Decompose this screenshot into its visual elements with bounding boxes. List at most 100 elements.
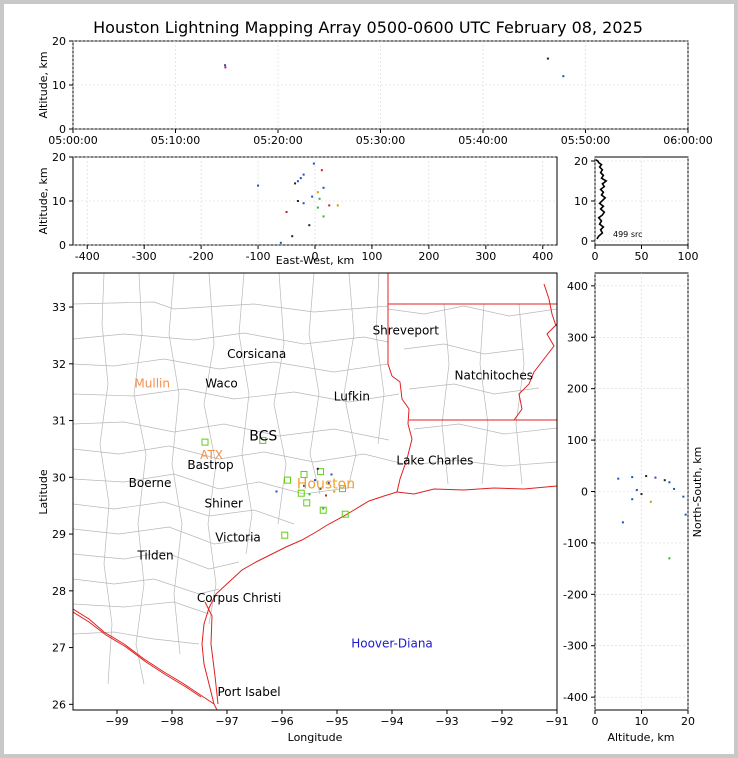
x-tick-label: −91: [545, 715, 568, 728]
source-point: [330, 473, 333, 476]
place-label: Hoover-Diana: [351, 637, 433, 651]
source-point: [621, 521, 624, 524]
x-tick-label: −93: [435, 715, 458, 728]
lma-stations: [201, 436, 349, 539]
source-point: [316, 191, 319, 194]
source-point: [291, 235, 294, 238]
map-place-labels: Corsicana Shreveport Mullin Waco Natchitoche…: [129, 323, 533, 699]
source-point: [327, 481, 330, 484]
source-point: [224, 64, 227, 67]
altitude-histogram-panel: 0 50 100 0 10 20: [574, 155, 699, 263]
source-point: [303, 484, 305, 487]
y-tick-label: 400: [567, 280, 588, 293]
source-point: [336, 204, 339, 207]
place-label: Shiner: [204, 496, 243, 510]
x-tick-label: 05:50:00: [561, 134, 610, 147]
plan-view-map-panel: Corsicana Shreveport Mullin Waco Natchitoche…: [52, 272, 569, 728]
source-point: [302, 202, 305, 205]
station-marker: [339, 485, 346, 493]
x-tick-label: 06:00:00: [663, 134, 712, 147]
station-marker: [259, 436, 267, 444]
x-tick-label: 50: [635, 250, 649, 263]
y-tick-label: 28: [52, 585, 66, 598]
source-point: [631, 476, 634, 479]
source-point: [299, 177, 302, 180]
x-tick-label: −96: [270, 715, 293, 728]
y-tick-label: 0: [59, 123, 66, 136]
place-label: Tilden: [136, 549, 173, 563]
chart-title: Houston Lightning Mapping Array 0500-060…: [93, 18, 643, 37]
place-label: Victoria: [215, 530, 261, 544]
source-point: [318, 197, 321, 200]
y-tick-label: 31: [52, 415, 66, 428]
source-point: [682, 495, 685, 498]
station-marker: [297, 489, 305, 497]
source-point: [308, 224, 311, 227]
source-point: [316, 467, 319, 470]
source-point: [294, 182, 297, 185]
source-point: [325, 494, 327, 497]
place-label: Corpus Christi: [197, 591, 282, 605]
x-tick-label: −98: [160, 715, 183, 728]
source-point: [333, 490, 336, 493]
place-label: Bastrop: [187, 458, 233, 472]
eastwest-xlabel: East-West, km: [276, 254, 354, 267]
y-tick-label: 10: [574, 195, 588, 208]
x-tick-label: 400: [532, 250, 553, 263]
x-tick-label: 300: [475, 250, 496, 263]
source-point: [279, 241, 282, 244]
x-tick-label: −92: [490, 715, 513, 728]
station-marker: [303, 499, 311, 507]
source-point: [285, 211, 288, 213]
y-tick-label: 10: [52, 79, 66, 92]
y-tick-label: 10: [52, 195, 66, 208]
altitude-eastwest-panel: -400 -300 -200 -100 0 100 200 300 400 0 10 20: [52, 151, 558, 263]
source-point: [320, 169, 323, 172]
northsouth-altitude-panel: 0 10 20 -400 -300 -200 -100 0 100 200 300 400: [563, 272, 695, 728]
place-label: Lufkin: [334, 390, 370, 404]
y-tick-label: -300: [563, 640, 588, 653]
y-tick-label: -100: [563, 537, 588, 550]
x-tick-label: 05:40:00: [458, 134, 507, 147]
source-point: [546, 57, 549, 60]
y-tick-label: -200: [563, 588, 588, 601]
x-tick-label: −94: [380, 715, 403, 728]
y-tick-label: 29: [52, 528, 66, 541]
source-point: [296, 200, 299, 202]
x-tick-label: 05:10:00: [151, 134, 200, 147]
x-tick-label: 100: [678, 250, 699, 263]
x-tick-label: -300: [132, 250, 157, 263]
source-point: [654, 476, 657, 479]
place-label: BCS: [249, 428, 277, 444]
source-point: [673, 487, 676, 490]
map-boundaries: Corsicana Shreveport Mullin Waco Natchitoche…: [73, 273, 557, 710]
y-tick-label: 33: [52, 301, 66, 314]
y-tick-label: 0: [59, 239, 66, 252]
source-point: [275, 490, 278, 493]
x-tick-label: 200: [418, 250, 439, 263]
y-tick-label: 30: [52, 471, 66, 484]
source-point: [224, 66, 227, 69]
northsouth-xlabel: Altitude, km: [607, 731, 674, 744]
northsouth-ylabel: North-South, km: [691, 447, 704, 538]
x-tick-label: -100: [246, 250, 271, 263]
x-tick-label: 0: [312, 250, 319, 263]
source-count-label: 499 src: [613, 230, 643, 239]
source-point: [649, 500, 652, 503]
source-point: [319, 487, 322, 490]
y-tick-label: -400: [563, 691, 588, 704]
y-tick-label: 26: [52, 698, 66, 711]
x-tick-label: 05:20:00: [253, 134, 302, 147]
source-point: [322, 215, 325, 218]
map-xlabel: Longitude: [288, 731, 343, 744]
source-point: [617, 477, 620, 480]
place-label: Boerne: [129, 476, 172, 490]
source-point: [314, 479, 316, 482]
source-point: [257, 184, 260, 187]
x-tick-label: 100: [361, 250, 382, 263]
x-tick-label: 0: [592, 250, 599, 263]
x-tick-label: 10: [635, 715, 649, 728]
x-tick-label: 0: [592, 715, 599, 728]
altitude-time-panel: 05:00:00 05:10:00 05:20:00 05:30:00 05:40:00…: [48, 35, 712, 147]
x-tick-label: 05:00:00: [48, 134, 97, 147]
